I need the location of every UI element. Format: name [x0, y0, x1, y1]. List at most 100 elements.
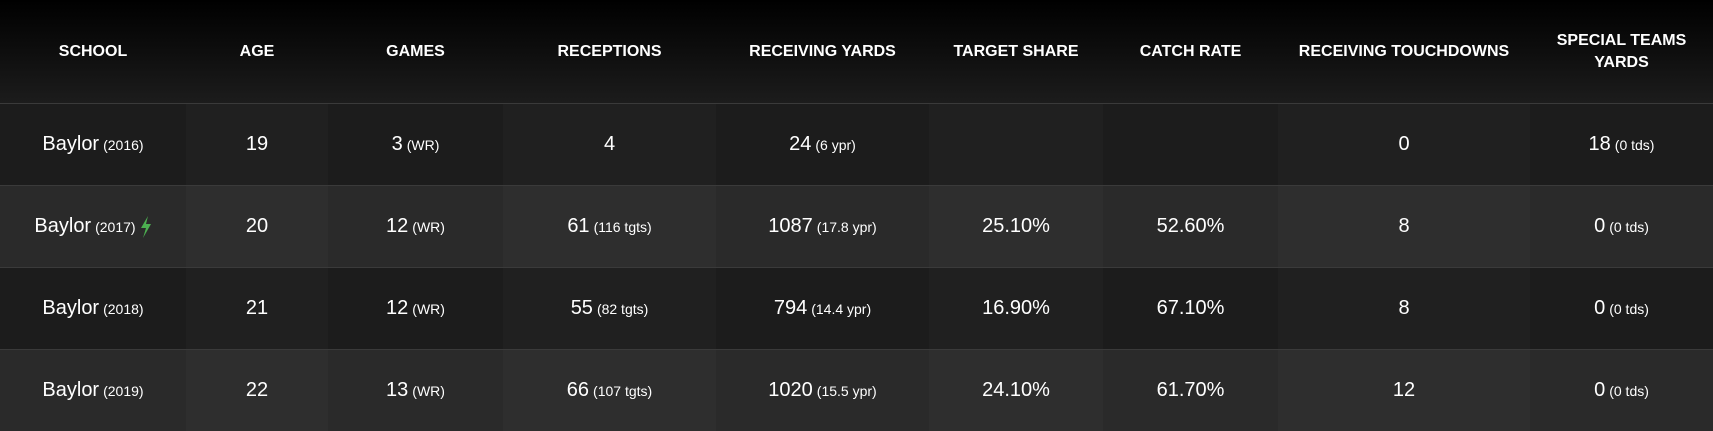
table-cell: 19 [186, 104, 328, 186]
cell-note: (107 tgts) [593, 383, 652, 399]
cell-note: (WR) [412, 301, 445, 317]
table-cell: 3(WR) [328, 104, 503, 186]
cell-note: (15.5 ypr) [817, 383, 877, 399]
table-cell [1103, 104, 1278, 186]
column-header: RECEIVING YARDS [716, 0, 929, 104]
table-cell: 1020(15.5 ypr) [716, 350, 929, 431]
cell-value: 19 [246, 133, 268, 155]
cell-value: 3 [392, 133, 403, 155]
cell-value: 1087 [768, 215, 813, 237]
cell-note: (2017) [95, 219, 135, 235]
table-cell: 20 [186, 186, 328, 268]
column-header: AGE [186, 0, 328, 104]
table-cell: 1087(17.8 ypr) [716, 186, 929, 268]
table-cell: 67.10% [1103, 268, 1278, 350]
cell-note: (0 tds) [1609, 219, 1649, 235]
table-cell: 24.10% [929, 350, 1103, 431]
column-header: CATCH RATE [1103, 0, 1278, 104]
table-row: Baylor(2016) 19 3(WR) 4 24(6 ypr) 0 18(0 tds) [0, 104, 1713, 186]
cell-note: (WR) [412, 383, 445, 399]
cell-value: 8 [1398, 215, 1409, 237]
cell-value: 18 [1589, 133, 1611, 155]
table-cell: 61.70% [1103, 350, 1278, 431]
cell-value: 12 [1393, 379, 1415, 401]
table-cell: 25.10% [929, 186, 1103, 268]
table-cell: 21 [186, 268, 328, 350]
cell-value: Baylor [34, 215, 91, 237]
cell-value: 12 [386, 297, 408, 319]
table-cell: 66(107 tgts) [503, 350, 716, 431]
column-header: SPECIAL TEAMS YARDS [1530, 0, 1713, 104]
table-cell: Baylor(2018) [0, 268, 186, 350]
cell-value: 8 [1398, 297, 1409, 319]
cell-value: 25.10% [982, 215, 1050, 237]
table-cell: 18(0 tds) [1530, 104, 1713, 186]
cell-note: (WR) [407, 137, 440, 153]
table-cell: 0(0 tds) [1530, 186, 1713, 268]
table-cell: 61(116 tgts) [503, 186, 716, 268]
table-cell: 52.60% [1103, 186, 1278, 268]
cell-value: Baylor [42, 297, 99, 319]
cell-note: (0 tds) [1609, 301, 1649, 317]
table-cell: Baylor(2017) [0, 186, 186, 268]
cell-note: (2018) [103, 301, 143, 317]
breakout-icon [140, 216, 152, 238]
cell-value: 21 [246, 297, 268, 319]
cell-value: 12 [386, 215, 408, 237]
cell-value: 4 [604, 133, 615, 155]
cell-value: 20 [246, 215, 268, 237]
cell-note: (14.4 ypr) [811, 301, 871, 317]
table-cell: 8 [1278, 186, 1530, 268]
cell-note: (2019) [103, 383, 143, 399]
table-cell: 0(0 tds) [1530, 268, 1713, 350]
cell-note: (WR) [412, 219, 445, 235]
table-cell: 13(WR) [328, 350, 503, 431]
column-header: TARGET SHARE [929, 0, 1103, 104]
table-cell: 12(WR) [328, 268, 503, 350]
cell-value: 16.90% [982, 297, 1050, 319]
table-cell: 8 [1278, 268, 1530, 350]
cell-note: (116 tgts) [594, 219, 652, 235]
cell-value: 66 [567, 379, 589, 401]
cell-value: 67.10% [1157, 297, 1225, 319]
cell-value: Baylor [42, 379, 99, 401]
table-cell: 794(14.4 ypr) [716, 268, 929, 350]
column-header: GAMES [328, 0, 503, 104]
table-cell: Baylor(2016) [0, 104, 186, 186]
cell-value: 794 [774, 297, 807, 319]
cell-value: 0 [1594, 379, 1605, 401]
table-cell: 0(0 tds) [1530, 350, 1713, 431]
column-header: RECEPTIONS [503, 0, 716, 104]
cell-value: Baylor [42, 133, 99, 155]
cell-value: 0 [1594, 215, 1605, 237]
cell-note: (17.8 ypr) [817, 219, 877, 235]
table-cell: Baylor(2019) [0, 350, 186, 431]
cell-value: 0 [1594, 297, 1605, 319]
table-cell: 24(6 ypr) [716, 104, 929, 186]
cell-value: 0 [1398, 133, 1409, 155]
cell-note: (0 tds) [1615, 137, 1655, 153]
cell-value: 13 [386, 379, 408, 401]
table-cell [929, 104, 1103, 186]
cell-note: (2016) [103, 137, 143, 153]
table-cell: 4 [503, 104, 716, 186]
table-cell: 12 [1278, 350, 1530, 431]
cell-value: 55 [571, 297, 593, 319]
column-header: RECEIVING TOUCHDOWNS [1278, 0, 1530, 104]
table-cell: 16.90% [929, 268, 1103, 350]
column-header: SCHOOL [0, 0, 186, 104]
cell-value: 61.70% [1157, 379, 1225, 401]
cell-value: 52.60% [1157, 215, 1225, 237]
cell-value: 24.10% [982, 379, 1050, 401]
cell-note: (82 tgts) [597, 301, 648, 317]
cell-value: 24 [789, 133, 811, 155]
table-cell: 55(82 tgts) [503, 268, 716, 350]
table-cell: 0 [1278, 104, 1530, 186]
cell-value: 22 [246, 379, 268, 401]
